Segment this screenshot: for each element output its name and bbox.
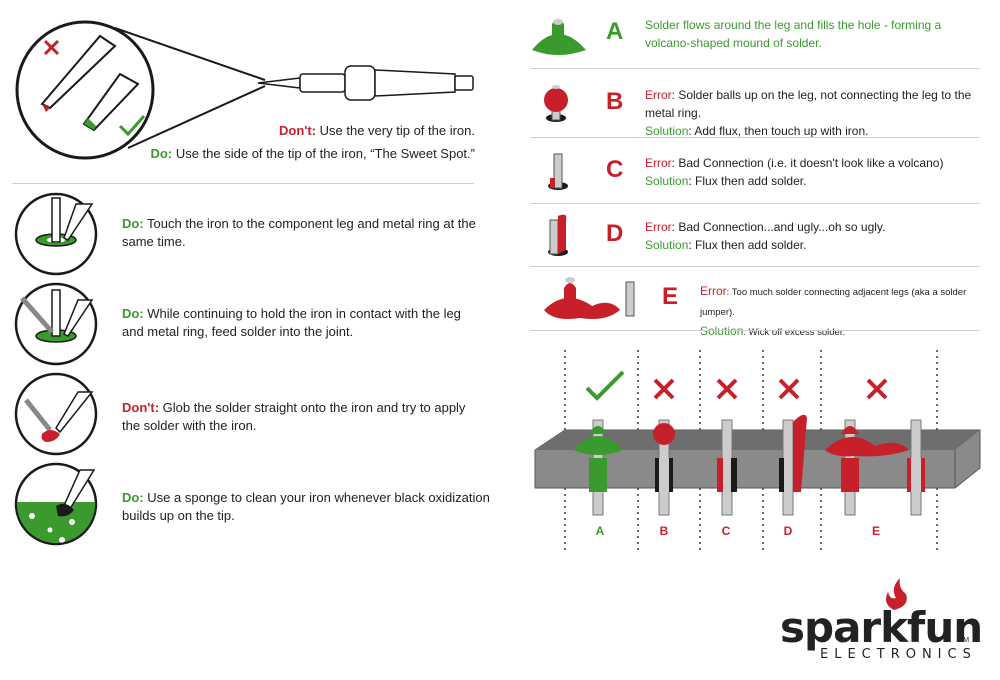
board-label-d: D xyxy=(783,524,793,538)
joint-e-letter: E xyxy=(662,283,679,310)
board-label-a: A xyxy=(595,524,605,538)
right-tip-icon xyxy=(82,72,140,132)
x-mark-icon xyxy=(43,39,60,56)
soldering-iron-icon xyxy=(257,65,474,101)
joint-c-letter: C xyxy=(606,156,624,183)
tip-do-text: Do: Use the side of the tip of the iron,… xyxy=(150,146,475,161)
iron-tip-illustration xyxy=(15,20,474,160)
step-3-text: Don't: Glob the solder straight onto the… xyxy=(122,400,466,433)
divider xyxy=(530,137,980,138)
joint-b-icon xyxy=(544,85,568,122)
step-sponge-icon xyxy=(14,462,98,546)
joint-a-letter: A xyxy=(606,18,624,45)
flame-icon xyxy=(886,578,907,610)
tip-dont-text: Don't: Use the very tip of the iron. xyxy=(279,123,475,138)
joint-e-text: Error: Too much solder connecting adjace… xyxy=(700,284,967,338)
board-label-b: B xyxy=(659,524,669,538)
step-1-text: Do: Touch the iron to the component leg … xyxy=(122,216,476,249)
joint-b-text: Error: Solder balls up on the leg, not c… xyxy=(645,88,972,138)
check-mark-icon xyxy=(585,370,625,401)
step-2-text: Do: While continuing to hold the iron in… xyxy=(122,306,461,339)
joint-a-text: Solder flows around the leg and fills th… xyxy=(645,18,942,50)
step-feed-icon xyxy=(14,282,98,366)
check-mark-icon xyxy=(118,115,146,137)
joint-c-icon xyxy=(548,153,568,190)
joint-c-text: Error: Bad Connection (i.e. it doesn't l… xyxy=(645,156,944,188)
joint-a-icon xyxy=(532,19,586,55)
joint-d-icon xyxy=(548,214,568,256)
board-label-c: C xyxy=(721,524,731,538)
divider xyxy=(530,266,980,267)
joint-e-icon xyxy=(544,277,635,319)
step-4-text: Do: Use a sponge to clean your iron when… xyxy=(122,490,490,523)
step-touch-icon xyxy=(14,192,98,276)
divider xyxy=(530,68,980,69)
logo-tm: TM xyxy=(959,637,970,644)
board-label-e: E xyxy=(871,524,880,538)
wrong-tip-icon xyxy=(40,34,117,112)
step-glob-icon xyxy=(14,372,98,456)
joint-d-text: Error: Bad Connection...and ugly...oh so… xyxy=(645,220,886,252)
joint-b-letter: B xyxy=(606,88,624,115)
logo-sub: ELECTRONICS xyxy=(820,647,977,662)
divider xyxy=(12,183,474,184)
joint-d-letter: D xyxy=(606,220,624,247)
do-label: Do: xyxy=(150,146,173,161)
dont-label: Don't: xyxy=(279,123,317,138)
divider xyxy=(530,203,980,204)
logo-name: sparkfun xyxy=(780,603,983,652)
divider xyxy=(530,330,980,331)
x-mark-icon xyxy=(653,378,888,400)
board-cross-section xyxy=(534,350,981,550)
